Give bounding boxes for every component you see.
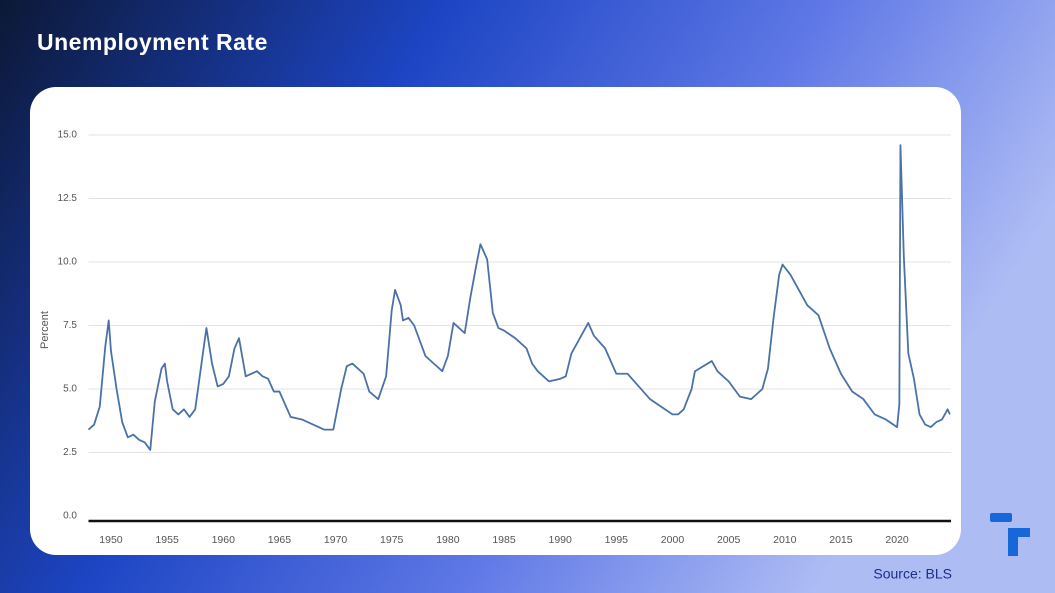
- x-tick-label: 1990: [549, 534, 573, 546]
- x-tick-label: 2005: [717, 534, 741, 546]
- y-tick-label: 0.0: [63, 511, 77, 522]
- x-tick-label: 2010: [773, 534, 797, 546]
- y-tick-label: 10.0: [58, 257, 78, 268]
- x-tick-label: 2015: [829, 534, 853, 546]
- source-note: Source: BLS: [873, 566, 952, 582]
- x-tick-label: 1985: [492, 534, 516, 546]
- x-tick-label: 1975: [380, 534, 404, 546]
- y-tick-label: 15.0: [58, 130, 78, 141]
- x-tick-label: 1980: [436, 534, 460, 546]
- logo: [990, 513, 1030, 556]
- y-axis-label: Percent: [39, 311, 51, 349]
- plot-area: 0.0 2.5 5.0 7.5 10.0 12.5 15.0 1950 1955 1960 1965…: [58, 130, 951, 546]
- x-tick-label: 1995: [605, 534, 629, 546]
- x-tick-label: 2000: [661, 534, 685, 546]
- y-tick-label: 12.5: [58, 193, 78, 204]
- x-tick-label: 1970: [324, 534, 348, 546]
- x-tick-label: 2020: [885, 534, 909, 546]
- x-tick-label: 1965: [268, 534, 292, 546]
- y-tick-label: 2.5: [63, 447, 77, 458]
- slide-title: Unemployment Rate: [37, 29, 268, 55]
- x-tick-label: 1960: [212, 534, 236, 546]
- x-tick-label: 1955: [155, 534, 179, 546]
- y-tick-label: 5.0: [63, 384, 77, 395]
- y-tick-label: 7.5: [63, 320, 77, 331]
- data-line: [87, 144, 951, 451]
- x-tick-label: 1950: [99, 534, 123, 546]
